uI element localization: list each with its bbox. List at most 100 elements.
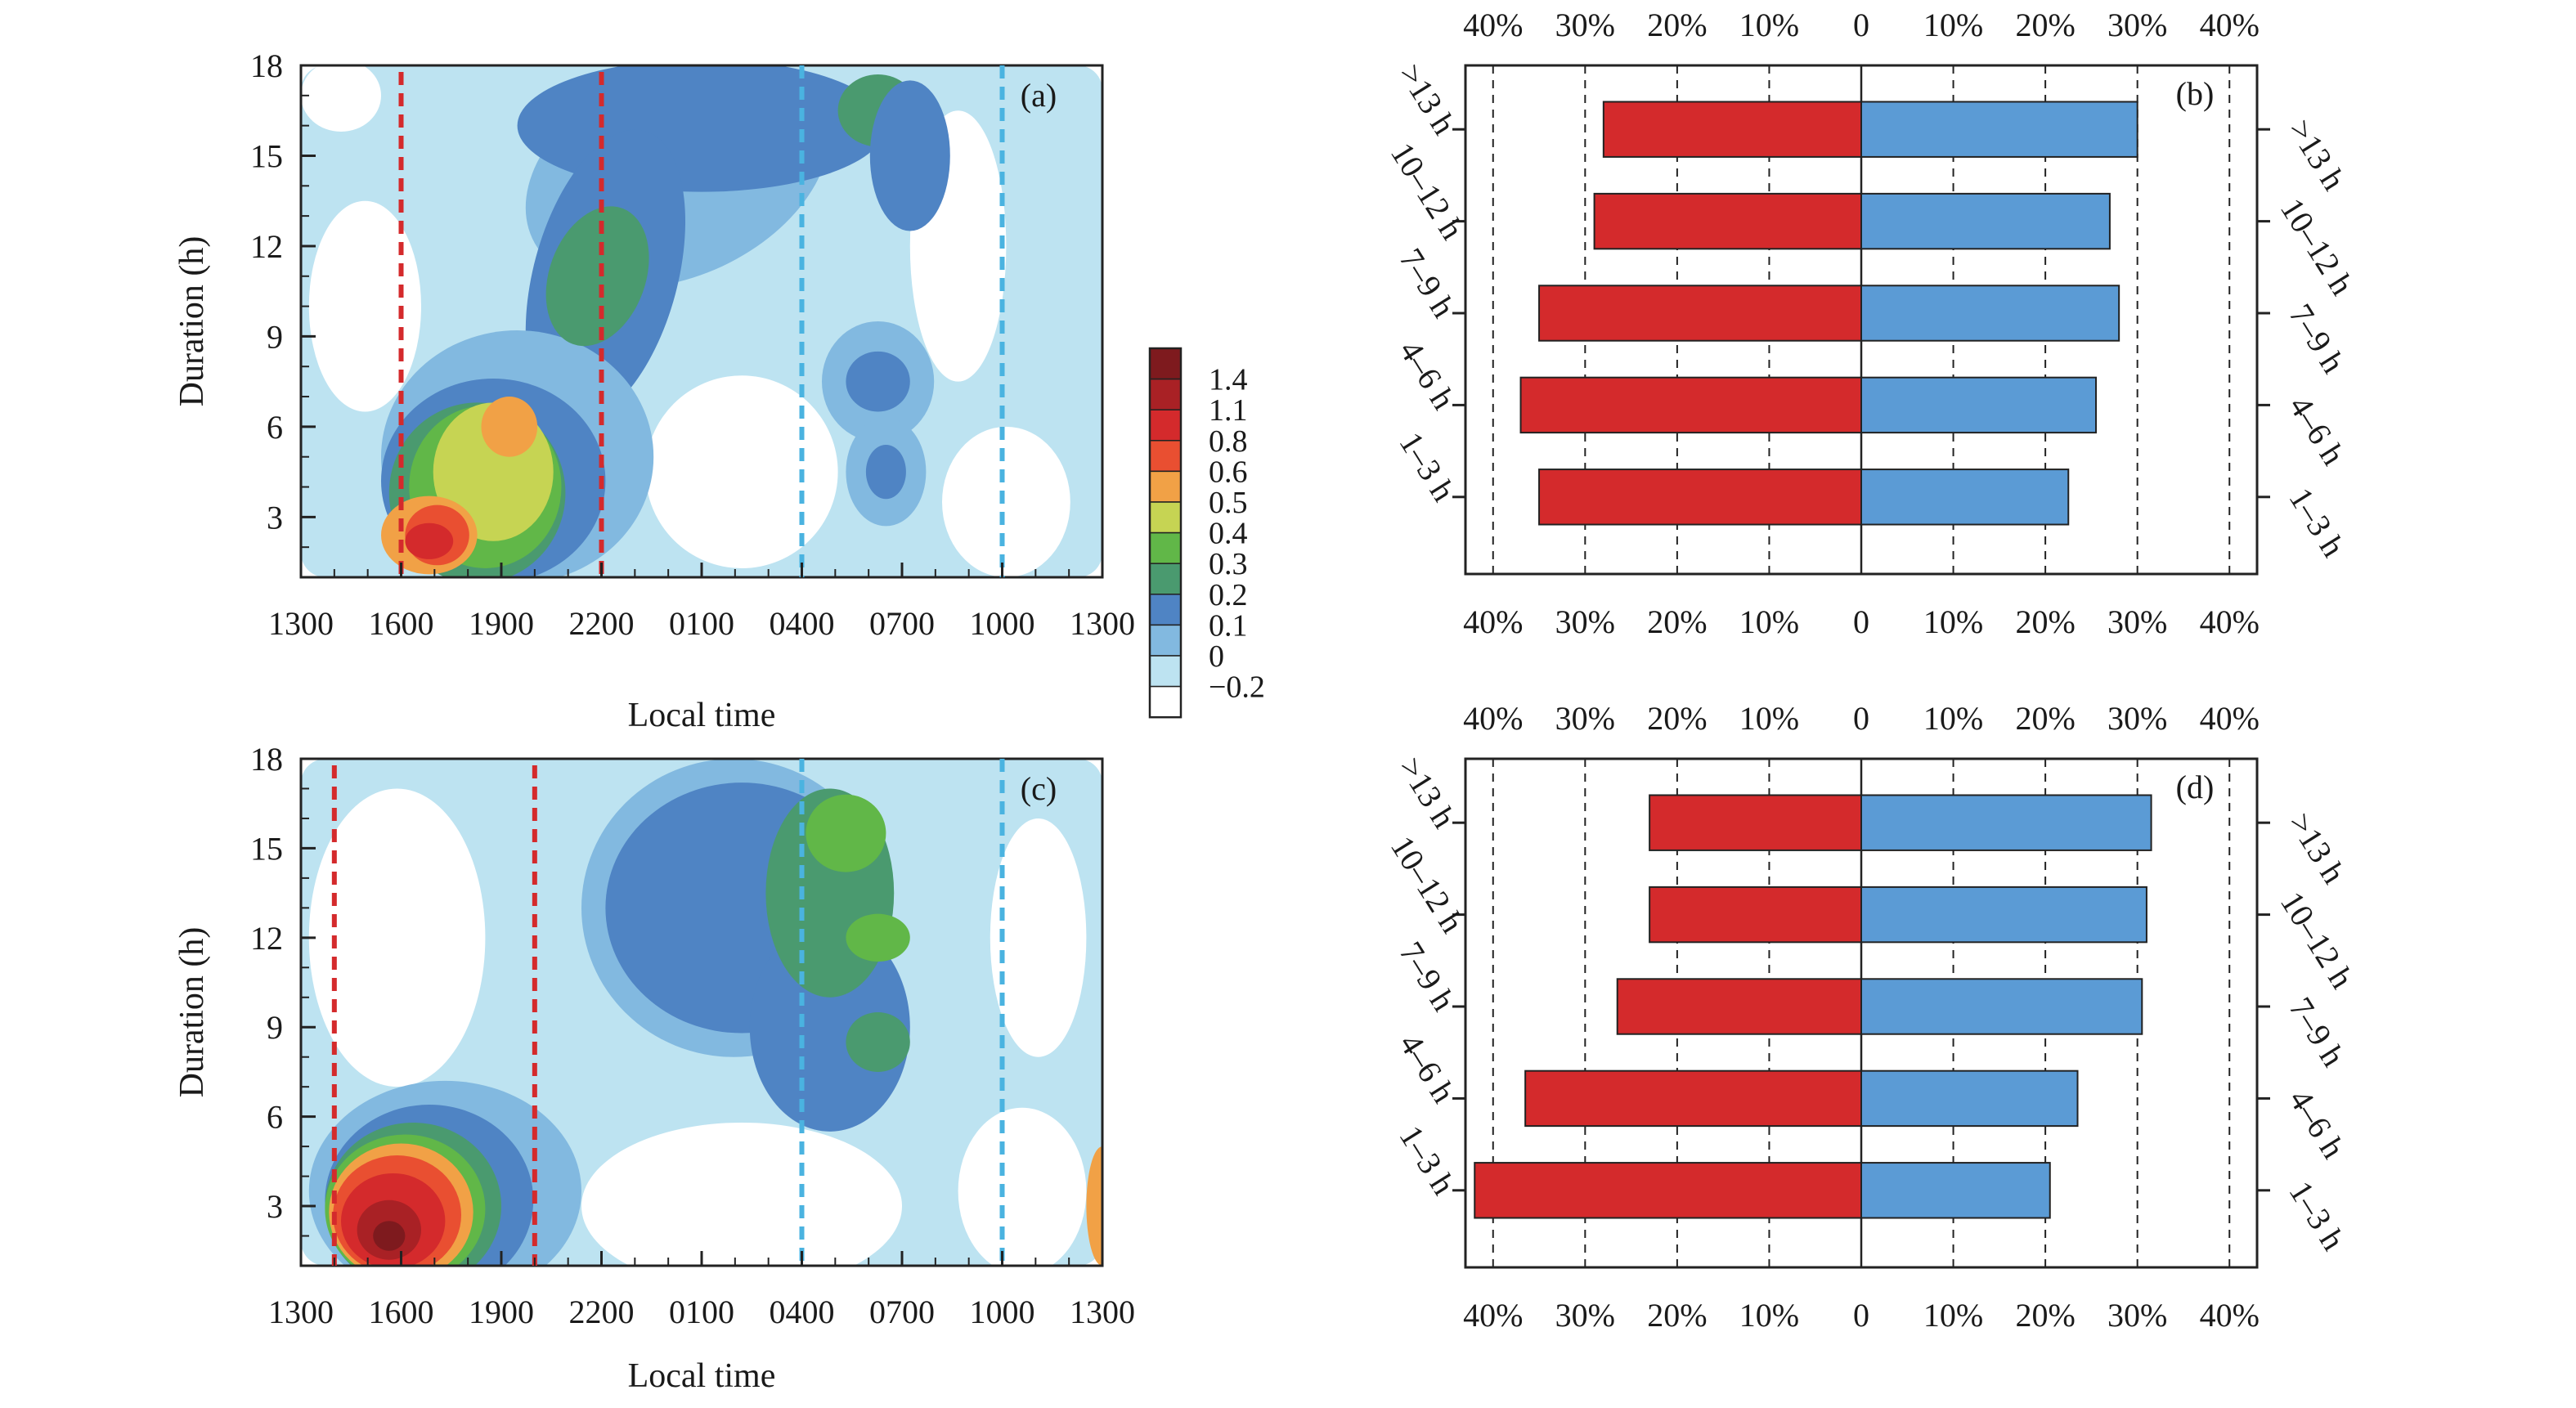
x-tick-label-bottom: 20% <box>2015 1297 2075 1334</box>
panel-label: (d) <box>2176 769 2215 805</box>
x-tick-label-top: 40% <box>1463 7 1523 43</box>
contour-region <box>1086 1146 1102 1266</box>
colorbar-label: 0.8 <box>1209 424 1248 459</box>
bar-right <box>1860 1162 2051 1219</box>
x-tick-label-top: 40% <box>2200 700 2260 737</box>
category-label-right: 7–9 h <box>2282 991 2353 1073</box>
y-tick-label: 3 <box>267 1188 283 1225</box>
x-tick-label-top: 0 <box>1853 700 1869 737</box>
category-label-left: 7–9 h <box>1393 935 1463 1017</box>
colorbar-label: 0.1 <box>1209 608 1248 643</box>
x-tick-label: 0100 <box>669 605 734 642</box>
x-tick-label-bottom: 30% <box>1555 1297 1615 1334</box>
x-tick-label-top: 30% <box>1555 7 1615 43</box>
bar-left <box>1649 794 1863 851</box>
panel-label: (a) <box>1021 77 1057 114</box>
colorbar-label: 0.3 <box>1209 547 1248 581</box>
x-tick-label-top: 30% <box>1555 700 1615 737</box>
x-tick-label: 1900 <box>469 605 534 642</box>
x-tick-label-top: 20% <box>2015 700 2075 737</box>
y-axis-label: Duration (h) <box>173 236 211 407</box>
contour-region <box>846 1012 910 1072</box>
colorbar-swatch <box>1149 440 1182 473</box>
category-label-left: 10–12 h <box>1384 829 1471 939</box>
contour-region <box>942 426 1070 577</box>
x-tick-label-bottom: 0 <box>1853 1297 1869 1334</box>
contour-region <box>308 200 421 412</box>
y-tick-label: 9 <box>267 318 283 355</box>
bar-right <box>1860 285 2120 342</box>
x-tick-label: 1600 <box>369 605 434 642</box>
x-tick-label: 1300 <box>268 605 334 642</box>
category-label-left: 7–9 h <box>1393 242 1463 324</box>
bar-left <box>1538 285 1862 342</box>
category-label-left: 1–3 h <box>1393 1119 1463 1201</box>
y-tick-label: 6 <box>267 409 283 446</box>
x-tick-label-bottom: 30% <box>1555 603 1615 640</box>
x-tick-label-top: 10% <box>1923 700 1983 737</box>
bar-right <box>1860 1069 2079 1128</box>
x-tick-label-bottom: 40% <box>1463 603 1523 640</box>
contour-region <box>517 65 886 192</box>
x-tick-label: 1300 <box>1070 605 1135 642</box>
colorbar: 1.41.10.80.60.50.40.30.20.10−0.2 <box>1148 347 1265 719</box>
contour-fill <box>301 65 1102 577</box>
x-tick-label-top: 0 <box>1853 7 1869 43</box>
x-tick-label-bottom: 20% <box>2015 603 2075 640</box>
contour-region <box>958 1107 1087 1266</box>
bar-right <box>1860 192 2111 250</box>
colorbar-swatch <box>1149 378 1182 410</box>
bar-left <box>1474 1162 1863 1219</box>
contour-region <box>990 818 1087 1057</box>
x-tick-label-bottom: 10% <box>1739 1297 1799 1334</box>
x-tick-label: 0700 <box>869 605 935 642</box>
x-tick-label: 1300 <box>268 1294 334 1330</box>
colorbar-frame <box>1148 347 1183 719</box>
category-label-left: >13 h <box>1392 57 1463 141</box>
x-tick-label-bottom: 40% <box>1463 1297 1523 1334</box>
x-tick-label-top: 10% <box>1923 7 1983 43</box>
bar-panel-1: 1–3 h1–3 h4–6 h4–6 h7–9 h7–9 h10–12 h10–… <box>1384 7 2361 640</box>
colorbar-label: 0 <box>1209 639 1224 674</box>
contour-region <box>846 913 910 962</box>
y-tick-label: 3 <box>267 499 283 536</box>
contour-region <box>301 65 381 132</box>
category-label-left: >13 h <box>1392 751 1463 834</box>
y-tick-label: 12 <box>250 920 283 957</box>
colorbar-swatch <box>1149 594 1182 626</box>
x-tick-label-top: 20% <box>1647 7 1707 43</box>
bar-left <box>1649 886 1863 944</box>
category-label-left: 4–6 h <box>1393 1027 1463 1109</box>
x-tick-label: 2200 <box>569 1294 635 1330</box>
colorbar-label: 0.4 <box>1209 517 1248 551</box>
colorbar-label: 0.5 <box>1209 486 1248 520</box>
category-label-left: 4–6 h <box>1393 334 1463 415</box>
contour-region <box>308 788 486 1087</box>
y-tick-label: 15 <box>250 137 283 174</box>
colorbar-swatch <box>1149 348 1182 380</box>
bar-left <box>1616 978 1863 1035</box>
x-tick-label-top: 10% <box>1739 7 1799 43</box>
bar-right <box>1860 376 2098 434</box>
x-tick-label-top: 20% <box>2015 7 2075 43</box>
x-tick-label: 1300 <box>1070 1294 1135 1330</box>
bar-right <box>1860 101 2138 158</box>
x-tick-label: 1000 <box>970 605 1035 642</box>
x-tick-label-bottom: 40% <box>2200 603 2260 640</box>
category-label-right: 7–9 h <box>2282 298 2353 379</box>
x-axis-label: Local time <box>628 697 776 734</box>
contour-region <box>581 1122 902 1266</box>
x-tick-label-bottom: 0 <box>1853 603 1869 640</box>
contour-region <box>405 522 454 559</box>
category-label-left: 1–3 h <box>1393 426 1463 508</box>
x-tick-label-bottom: 40% <box>2200 1297 2260 1334</box>
colorbar-label: −0.2 <box>1209 670 1265 705</box>
colorbar-label: 1.4 <box>1209 363 1248 397</box>
panel-label: (c) <box>1021 770 1057 807</box>
category-label-right: 1–3 h <box>2282 1175 2353 1257</box>
colorbar-swatch <box>1149 409 1182 442</box>
colorbar-label: 0.2 <box>1209 578 1248 612</box>
contour-region <box>545 206 649 347</box>
contour-fill <box>301 759 1102 1266</box>
